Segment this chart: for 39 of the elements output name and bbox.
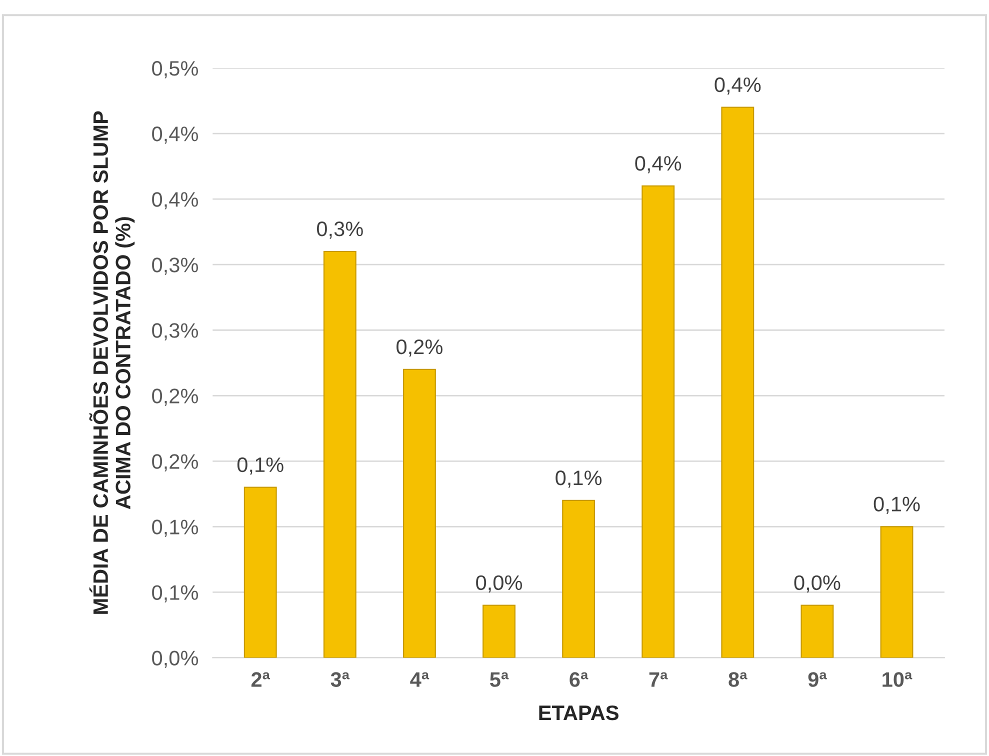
bar — [244, 486, 277, 658]
data-label: 0,1% — [874, 496, 920, 514]
y-tick-label: 0,0% — [152, 650, 198, 668]
bar — [403, 368, 436, 658]
bar — [880, 526, 914, 658]
x-tick-label: 8ª — [728, 672, 748, 687]
x-tick-label: 10ª — [882, 672, 912, 687]
x-tick-label: 7ª — [649, 672, 668, 687]
x-tick-label: 9ª — [808, 672, 827, 687]
data-label: 0,3% — [316, 222, 363, 239]
data-label: 0,1% — [556, 470, 602, 488]
y-tick-label: 0,1% — [152, 585, 198, 602]
bar — [800, 604, 834, 658]
y-tick-label: 0,4% — [152, 126, 198, 144]
y-tick-label: 0,2% — [152, 388, 198, 406]
y-axis-title: MÉDIA DE CAMINHÕES DEVOLVIDOS POR SLUMP ACIMA DO CONTRATADO (%) — [89, 111, 135, 614]
y-tick-label: 0,1% — [152, 520, 198, 537]
x-tick-label: 5ª — [490, 672, 509, 687]
x-tick-label: 4ª — [410, 672, 430, 687]
y-tick-label: 0,5% — [152, 61, 198, 78]
y-tick-label: 0,3% — [152, 323, 198, 340]
y-tick-label: 0,2% — [152, 454, 198, 472]
x-tick-label: 6ª — [570, 672, 588, 687]
x-tick-label: 3ª — [330, 672, 350, 687]
data-label: 0,1% — [237, 457, 284, 475]
y-tick-label: 0,4% — [152, 192, 198, 210]
data-label: 0,0% — [794, 575, 840, 593]
bar — [721, 106, 754, 658]
bar — [323, 250, 356, 658]
data-label: 0,4% — [635, 156, 682, 174]
bar — [562, 500, 596, 658]
bar — [482, 604, 516, 658]
x-tick-label: 2ª — [251, 672, 270, 687]
x-axis-title: ETAPAS — [539, 705, 618, 720]
y-tick-label: 0,3% — [152, 258, 198, 275]
data-label: 0,4% — [714, 77, 761, 95]
data-label: 0,0% — [476, 575, 522, 593]
bar — [642, 185, 675, 658]
data-label: 0,2% — [396, 339, 442, 357]
